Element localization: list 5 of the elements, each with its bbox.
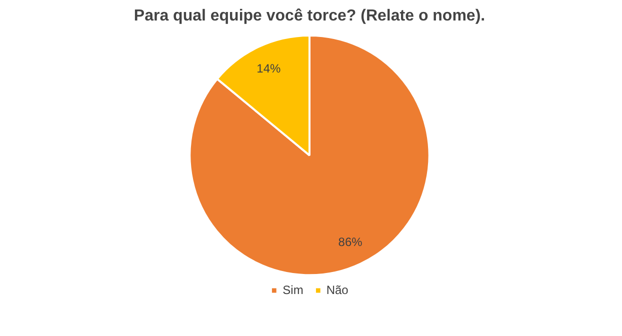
data-label: 14% xyxy=(256,62,282,76)
chart-title: Para qual equipe você torce? (Relate o nome). xyxy=(134,8,486,24)
data-label: 86% xyxy=(338,235,363,250)
legend-label: Sim xyxy=(282,283,304,297)
legend-label: Não xyxy=(326,283,348,297)
